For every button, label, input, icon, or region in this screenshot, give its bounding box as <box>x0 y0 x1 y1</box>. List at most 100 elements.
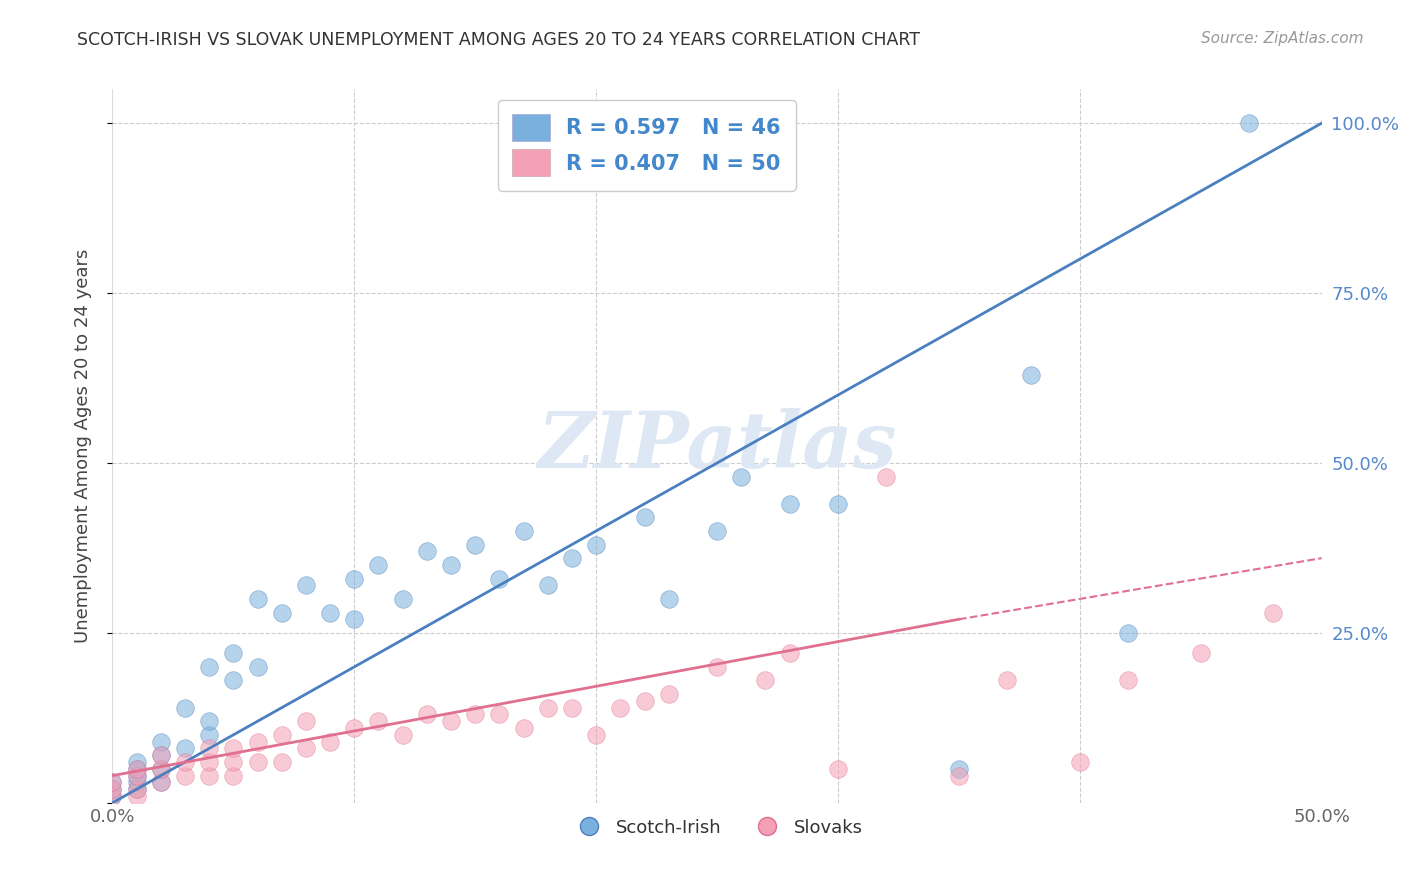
Point <box>995 673 1018 688</box>
Point <box>222 769 245 783</box>
Point <box>222 646 245 660</box>
Text: ZIPatlas: ZIPatlas <box>537 408 897 484</box>
Point <box>633 694 655 708</box>
Point <box>125 782 148 797</box>
Point <box>440 558 463 572</box>
Point <box>488 572 510 586</box>
Point <box>875 469 897 483</box>
Point <box>222 741 245 756</box>
Point <box>101 782 124 797</box>
Point <box>464 537 486 551</box>
Point <box>198 769 221 783</box>
Point <box>198 660 221 674</box>
Point <box>174 755 197 769</box>
Point <box>488 707 510 722</box>
Point <box>609 700 631 714</box>
Point <box>319 734 342 748</box>
Point <box>149 748 172 763</box>
Point <box>295 741 318 756</box>
Point <box>440 714 463 729</box>
Point <box>125 755 148 769</box>
Point <box>416 544 439 558</box>
Point <box>174 741 197 756</box>
Text: SCOTCH-IRISH VS SLOVAK UNEMPLOYMENT AMONG AGES 20 TO 24 YEARS CORRELATION CHART: SCOTCH-IRISH VS SLOVAK UNEMPLOYMENT AMON… <box>77 31 921 49</box>
Point <box>633 510 655 524</box>
Point <box>512 721 534 735</box>
Point <box>125 762 148 776</box>
Point <box>174 700 197 714</box>
Point <box>270 606 292 620</box>
Point <box>149 748 172 763</box>
Point <box>198 741 221 756</box>
Point <box>343 721 366 735</box>
Point <box>658 591 681 606</box>
Point <box>222 755 245 769</box>
Point <box>198 714 221 729</box>
Point <box>561 700 583 714</box>
Point <box>295 714 318 729</box>
Point <box>1189 646 1212 660</box>
Point <box>512 524 534 538</box>
Point <box>706 660 728 674</box>
Point <box>1116 673 1139 688</box>
Point <box>1069 755 1091 769</box>
Point <box>343 572 366 586</box>
Point <box>464 707 486 722</box>
Point <box>948 762 970 776</box>
Point <box>246 591 269 606</box>
Point <box>149 762 172 776</box>
Point <box>561 551 583 566</box>
Y-axis label: Unemployment Among Ages 20 to 24 years: Unemployment Among Ages 20 to 24 years <box>73 249 91 643</box>
Point <box>1116 626 1139 640</box>
Point <box>416 707 439 722</box>
Point <box>827 762 849 776</box>
Point <box>149 734 172 748</box>
Point <box>149 775 172 789</box>
Text: Source: ZipAtlas.com: Source: ZipAtlas.com <box>1201 31 1364 46</box>
Point <box>585 728 607 742</box>
Point <box>101 775 124 789</box>
Point <box>319 606 342 620</box>
Point <box>270 755 292 769</box>
Point <box>270 728 292 742</box>
Point <box>827 497 849 511</box>
Point <box>222 673 245 688</box>
Point <box>730 469 752 483</box>
Point <box>295 578 318 592</box>
Point <box>1021 368 1043 382</box>
Legend: Scotch-Irish, Slovaks: Scotch-Irish, Slovaks <box>564 812 870 844</box>
Point <box>101 789 124 803</box>
Point <box>198 728 221 742</box>
Point <box>125 769 148 783</box>
Point <box>101 775 124 789</box>
Point <box>658 687 681 701</box>
Point <box>149 775 172 789</box>
Point <box>125 769 148 783</box>
Point <box>706 524 728 538</box>
Point <box>246 755 269 769</box>
Point <box>149 762 172 776</box>
Point <box>174 769 197 783</box>
Point <box>537 578 560 592</box>
Point <box>246 660 269 674</box>
Point <box>391 728 413 742</box>
Point <box>1237 116 1260 130</box>
Point <box>391 591 413 606</box>
Point <box>125 782 148 797</box>
Point <box>948 769 970 783</box>
Point <box>101 789 124 803</box>
Point <box>125 762 148 776</box>
Point <box>367 714 389 729</box>
Point <box>585 537 607 551</box>
Point <box>246 734 269 748</box>
Point <box>367 558 389 572</box>
Point <box>779 497 801 511</box>
Point <box>343 612 366 626</box>
Point <box>1263 606 1285 620</box>
Point <box>198 755 221 769</box>
Point <box>125 775 148 789</box>
Point <box>537 700 560 714</box>
Point <box>101 782 124 797</box>
Point <box>779 646 801 660</box>
Point <box>754 673 776 688</box>
